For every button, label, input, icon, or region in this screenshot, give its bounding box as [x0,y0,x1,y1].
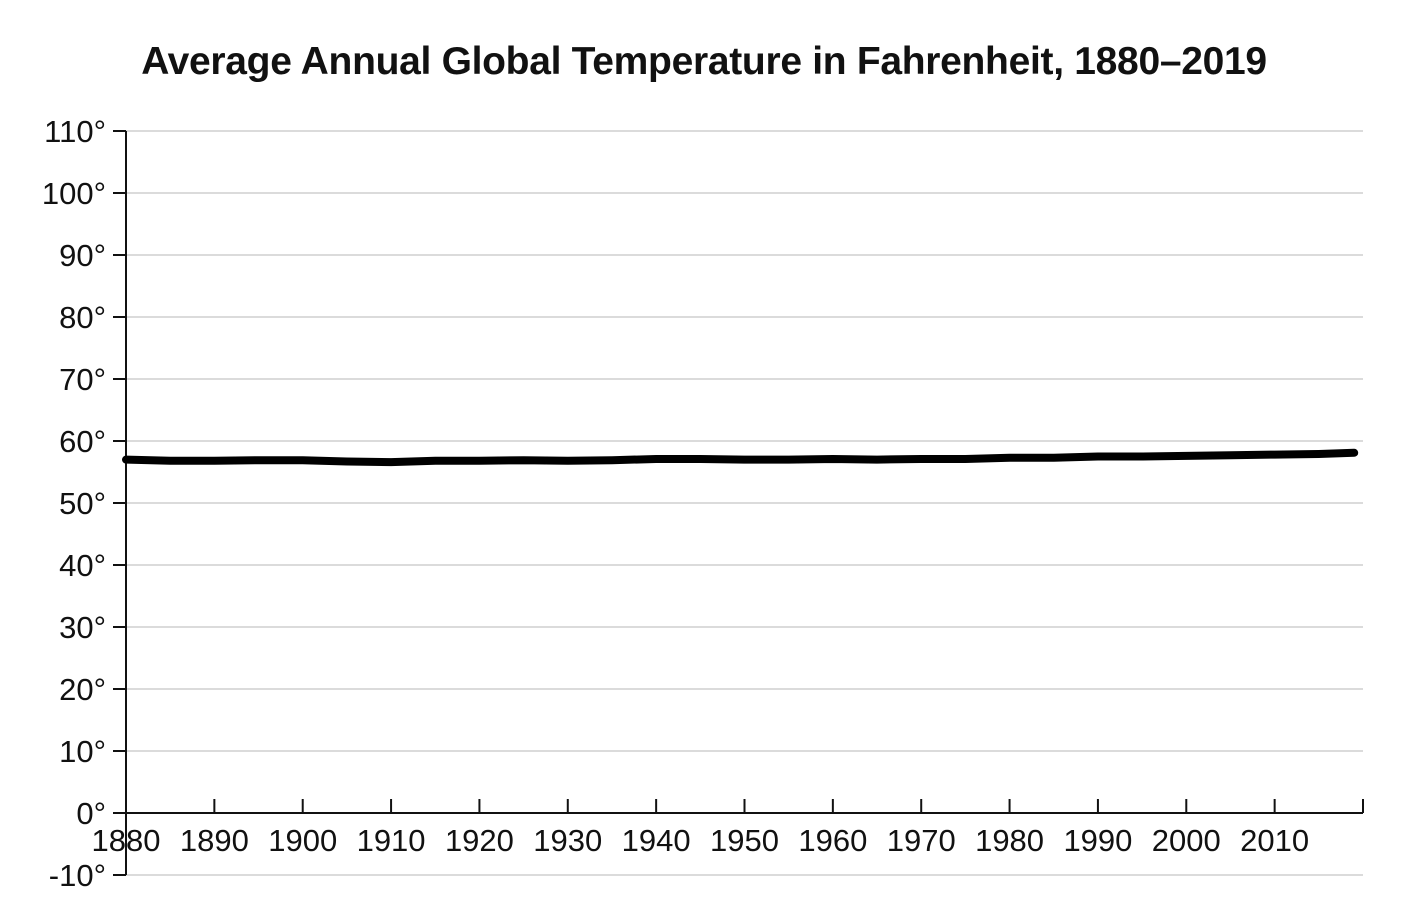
x-tick-label: 1930 [533,823,602,858]
x-axis-ticks: 1880 1890 1900 1910 1920 1930 1940 1950 1960 1970… [92,799,1309,858]
y-tick-label: 70° [59,362,106,397]
y-tick-label: -10° [49,858,106,893]
x-tick-label: 1990 [1063,823,1132,858]
y-tick-label: 0° [76,796,106,831]
y-tick-label: 60° [59,424,106,459]
x-tick-label: 2010 [1240,823,1309,858]
x-tick-label: 1890 [180,823,249,858]
x-tick-label: 1940 [622,823,691,858]
x-tick-label: 2000 [1152,823,1221,858]
x-tick-label: 1900 [268,823,337,858]
y-tick-label: 90° [59,238,106,273]
x-tick-label: 1980 [975,823,1044,858]
x-tick-label: 1970 [887,823,956,858]
y-tick-label: 50° [59,486,106,521]
y-tick-label: 100° [42,176,106,211]
y-tick-label: 80° [59,300,106,335]
x-tick-label: 1960 [798,823,867,858]
x-tick-label: 1880 [92,823,161,858]
y-tick-label: 10° [59,734,106,769]
series-line [122,448,1359,467]
y-axis-ticks: 110° 100° 90° 80° 70° 60° 50° 40° 30° 20° 10° 0° -10… [42,114,126,893]
x-tick-label: 1910 [357,823,426,858]
y-tick-label: 40° [59,548,106,583]
y-tick-label: 110° [44,114,106,149]
y-tick-label: 20° [59,672,106,707]
y-tick-label: 30° [59,610,106,645]
series-layer [122,448,1359,467]
x-tick-label: 1950 [710,823,779,858]
gridlines [126,130,1363,876]
chart-title: Average Annual Global Temperature in Fah… [141,40,1267,83]
x-tick-label: 1920 [445,823,514,858]
